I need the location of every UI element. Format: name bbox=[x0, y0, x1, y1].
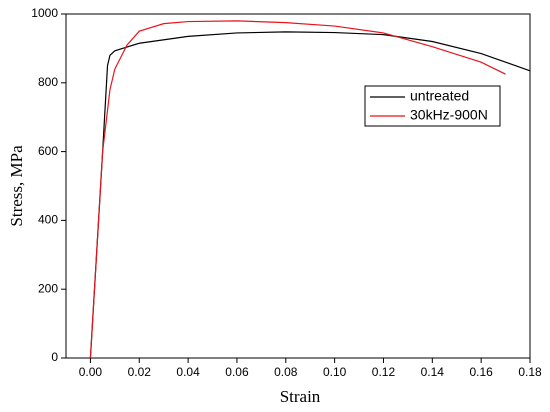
y-tick-label: 0 bbox=[51, 350, 58, 364]
y-tick-label: 1000 bbox=[31, 6, 58, 20]
x-tick-label: 0.04 bbox=[176, 365, 200, 379]
legend-box bbox=[364, 85, 501, 127]
plot-frame bbox=[65, 13, 531, 359]
x-tick-label: 0.16 bbox=[469, 365, 493, 379]
y-tick-label: 800 bbox=[38, 75, 58, 89]
x-tick-label: 0.18 bbox=[518, 365, 542, 379]
legend-label: untreated bbox=[410, 88, 469, 104]
x-axis-label: Strain bbox=[280, 387, 321, 406]
x-tick-label: 0.02 bbox=[128, 365, 152, 379]
line-series bbox=[89, 31, 531, 359]
y-axis-label: Stress, MPa bbox=[7, 145, 26, 227]
legend-label: 30kHz-900N bbox=[410, 107, 488, 123]
x-tick-label: 0.12 bbox=[372, 365, 396, 379]
x-tick-label: 0.10 bbox=[323, 365, 347, 379]
y-tick-label: 600 bbox=[38, 144, 58, 158]
x-tick-label: 0.08 bbox=[274, 365, 298, 379]
y-tick-label: 400 bbox=[38, 213, 58, 227]
line-series bbox=[89, 20, 506, 359]
x-tick-label: 0.00 bbox=[79, 365, 103, 379]
y-tick-label: 200 bbox=[38, 281, 58, 295]
x-tick-label: 0.14 bbox=[421, 365, 445, 379]
x-tick-label: 0.06 bbox=[225, 365, 249, 379]
